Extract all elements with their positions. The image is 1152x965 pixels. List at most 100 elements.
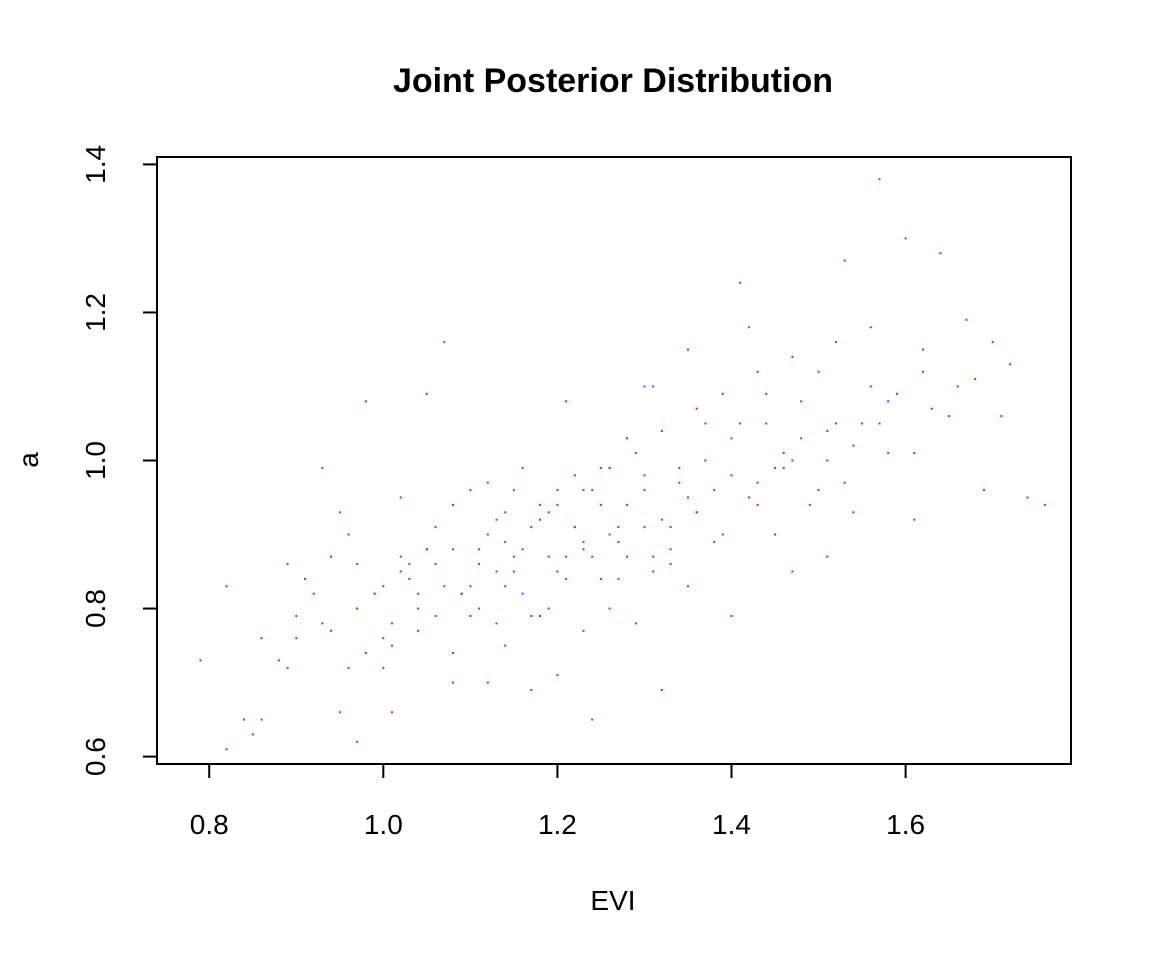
data-point: [730, 437, 733, 440]
data-point: [739, 422, 742, 425]
data-point: [469, 615, 472, 617]
data-point: [591, 555, 594, 558]
data-point: [295, 637, 298, 640]
data-point: [791, 570, 794, 573]
data-point: [991, 341, 994, 344]
data-point: [678, 481, 681, 484]
data-point: [643, 526, 646, 529]
data-point: [504, 511, 507, 514]
data-point: [826, 555, 829, 558]
data-point: [399, 570, 402, 573]
data-point: [356, 607, 359, 610]
data-point: [486, 681, 489, 684]
data-point: [521, 548, 524, 551]
data-point: [304, 577, 306, 580]
data-point: [495, 622, 498, 625]
data-point: [539, 503, 541, 506]
data-point: [669, 548, 672, 551]
data-point: [556, 489, 559, 492]
data-point: [512, 555, 515, 558]
data-point: [791, 355, 794, 358]
data-point: [721, 533, 724, 536]
data-point: [608, 466, 611, 469]
data-point: [634, 452, 637, 455]
data-point: [1009, 363, 1012, 366]
data-point: [904, 237, 907, 240]
data-point: [756, 481, 759, 484]
data-point: [678, 466, 681, 469]
data-point: [774, 533, 776, 536]
data-point: [321, 622, 324, 625]
data-point: [843, 259, 846, 262]
data-point: [486, 533, 489, 536]
data-point: [626, 437, 629, 440]
data-point: [373, 592, 376, 595]
data-point: [452, 681, 454, 684]
y-tick-label: 0.6: [80, 737, 111, 776]
data-point: [652, 385, 655, 388]
data-point: [443, 585, 446, 588]
y-tick-label: 1.2: [80, 293, 111, 332]
data-point: [591, 489, 594, 492]
data-point: [669, 526, 672, 529]
data-point: [512, 570, 515, 573]
data-point: [1026, 496, 1029, 499]
data-point: [330, 629, 333, 632]
data-point: [843, 481, 846, 484]
data-point: [756, 370, 759, 373]
data-point: [364, 652, 367, 654]
data-point: [504, 644, 507, 647]
x-tick-label: 1.0: [364, 809, 403, 840]
data-point: [539, 518, 541, 521]
data-point: [713, 489, 716, 492]
data-point: [408, 563, 411, 566]
data-point: [417, 607, 420, 610]
data-point: [835, 422, 837, 425]
data-point: [852, 511, 855, 514]
data-point: [983, 489, 985, 492]
data-point: [643, 385, 646, 388]
data-point: [913, 452, 916, 455]
data-point: [478, 548, 481, 551]
data-point: [251, 733, 254, 736]
data-point: [765, 422, 768, 425]
data-point: [391, 711, 393, 714]
data-point: [478, 607, 481, 610]
data-point: [347, 533, 350, 536]
data-point: [800, 437, 803, 440]
data-point: [895, 392, 898, 395]
data-point: [747, 496, 750, 499]
data-point: [774, 466, 776, 469]
data-point: [687, 585, 689, 588]
data-point: [504, 585, 507, 588]
data-point: [356, 740, 359, 743]
data-point: [939, 252, 942, 255]
data-point: [277, 659, 280, 662]
data-point: [443, 341, 446, 344]
data-point: [364, 400, 367, 403]
data-point: [199, 659, 202, 662]
data-point: [1043, 503, 1046, 506]
data-point: [643, 489, 646, 492]
data-point: [948, 415, 951, 418]
data-point: [547, 511, 550, 514]
data-point: [974, 378, 977, 381]
data-point: [565, 577, 568, 580]
data-point: [582, 489, 585, 492]
data-point: [713, 540, 716, 543]
x-axis-label: EVI: [590, 885, 635, 916]
data-point: [617, 526, 620, 529]
data-point: [965, 318, 968, 321]
data-point: [747, 326, 750, 329]
data-point: [652, 555, 655, 558]
data-point: [652, 570, 655, 573]
y-axis: 0.6 0.8 1.0 1.2 1.4: [80, 145, 158, 776]
data-point: [582, 540, 585, 543]
data-point: [730, 615, 733, 617]
data-point: [704, 459, 707, 462]
data-point: [608, 607, 611, 610]
data-point: [626, 503, 629, 506]
data-point: [599, 466, 602, 469]
data-point: [382, 666, 385, 669]
data-point: [425, 392, 428, 395]
